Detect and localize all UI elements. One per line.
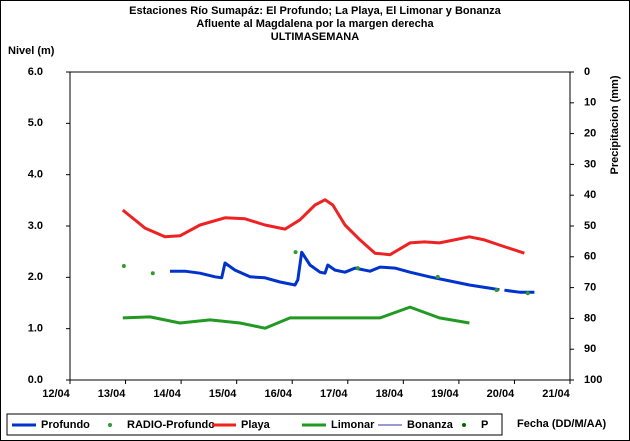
y2-tick-label: 40: [584, 189, 596, 201]
x-tick-label: 21/04: [542, 388, 570, 400]
legend-label: Bonanza: [407, 419, 454, 431]
legend-marker: [108, 423, 112, 427]
x-tick-label: 15/04: [209, 388, 237, 400]
x-tick-label: 19/04: [431, 388, 459, 400]
y2-tick-label: 30: [584, 158, 596, 170]
y2-tick-label: 20: [584, 128, 596, 140]
y-tick-label: 3.0: [28, 220, 43, 232]
data-point: [435, 274, 440, 279]
y2-tick-label: 10: [584, 97, 596, 109]
y-tick-label: 0.0: [28, 374, 43, 386]
y-tick-label: 6.0: [28, 66, 43, 78]
x-tick-label: 18/04: [376, 388, 404, 400]
y-tick-label: 1.0: [28, 323, 43, 335]
legend-label: Limonar: [331, 419, 375, 431]
x-tick-label: 14/04: [153, 388, 181, 400]
y2-tick-label: 80: [584, 312, 596, 324]
x-tick-label: 20/04: [487, 388, 515, 400]
y2-tick-label: 50: [584, 220, 596, 232]
x-tick-label: 12/04: [42, 388, 70, 400]
y-tick-label: 4.0: [28, 169, 43, 181]
chart-subtitle: Afluente al Magdalena por la margen dere…: [196, 18, 434, 30]
y2-tick-label: 0: [584, 66, 590, 78]
y2-tick-label: 90: [584, 343, 596, 355]
x-tick-label: 17/04: [320, 388, 348, 400]
y2-tick-label: 100: [584, 374, 602, 386]
series-line: [121, 198, 525, 257]
legend: [6, 413, 503, 436]
y-axis-label: Nivel (m): [8, 45, 55, 57]
legend-label: Playa: [241, 419, 271, 431]
chart-period: ULTIMASEMANA: [271, 31, 359, 43]
data-point: [293, 250, 298, 255]
data-point: [494, 288, 499, 293]
x-axis-label: Fecha (DD/M/AA): [517, 418, 607, 430]
y2-axis-label: Precipitacion (mm): [609, 75, 621, 174]
y-tick-label: 2.0: [28, 271, 43, 283]
chart-title: Estaciones Río Sumapáz: El Profundo; La …: [129, 5, 502, 17]
x-tick-label: 13/04: [98, 388, 126, 400]
x-tick-label: 16/04: [264, 388, 292, 400]
legend-label: P: [481, 419, 488, 431]
y2-tick-label: 70: [584, 282, 596, 294]
data-point: [525, 291, 530, 296]
legend-label: Profundo: [41, 419, 90, 431]
data-point: [121, 264, 126, 269]
y-tick-label: 5.0: [28, 117, 43, 129]
legend-marker: [462, 423, 466, 427]
legend-label: RADIO-Profundo: [127, 419, 215, 431]
data-point: [150, 271, 155, 276]
data-point: [355, 266, 360, 271]
series-line: [122, 305, 470, 330]
y2-tick-label: 60: [584, 251, 596, 263]
